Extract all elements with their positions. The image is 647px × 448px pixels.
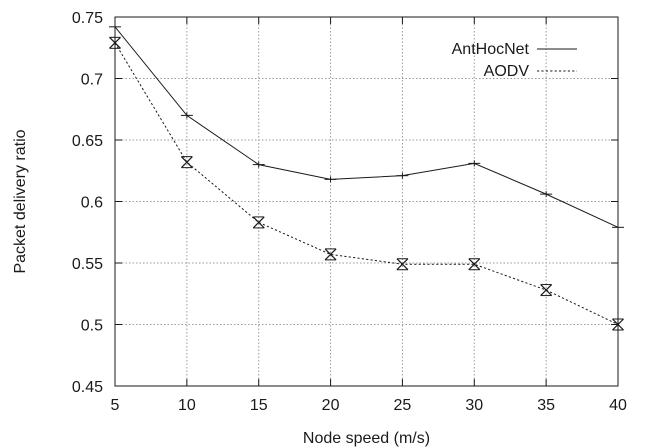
x-tick-label: 35 (537, 397, 555, 414)
x-tick-label: 25 (394, 397, 412, 414)
data-point-aodv (252, 216, 265, 229)
y-tick-label: 0.7 (81, 72, 103, 89)
axis-ticks (114, 16, 619, 387)
data-point-anthocnet (252, 161, 265, 168)
legend-label-aodv: AODV (484, 63, 530, 80)
y-axis-title: Packet delivery ratio (12, 129, 29, 273)
x-tick-label: 5 (111, 397, 120, 414)
data-point-aodv (180, 156, 193, 169)
legend: AntHocNet AODV (452, 41, 577, 80)
x-axis-title: Node speed (m/s) (303, 430, 430, 447)
data-point-anthocnet (468, 160, 481, 167)
data-point-anthocnet (324, 176, 337, 183)
series-line-aodv (114, 42, 619, 325)
series-line-anthocnet (114, 26, 619, 228)
grid-lines (115, 17, 618, 386)
data-point-aodv (324, 248, 337, 261)
x-tick-label: 20 (322, 397, 340, 414)
y-tick-label: 0.65 (72, 133, 103, 150)
y-tick-label: 0.6 (81, 195, 103, 212)
y-tick-label: 0.55 (72, 256, 103, 273)
x-tick-label: 30 (465, 397, 483, 414)
data-point-anthocnet (180, 112, 193, 119)
data-point-aodv (468, 258, 481, 271)
x-tick-label: 10 (178, 397, 196, 414)
data-point-anthocnet (396, 172, 409, 179)
data-point-aodv (396, 258, 409, 271)
data-point-aodv (540, 284, 553, 297)
tick-labels: 5 10 15 20 25 30 35 40 0.45 0.5 0.55 0.6 0.65 0.7 0.75 (72, 10, 627, 414)
x-tick-label: 15 (250, 397, 268, 414)
y-tick-label: 0.75 (72, 10, 103, 27)
data-point-anthocnet (540, 191, 553, 198)
legend-label-anthocnet: AntHocNet (452, 41, 530, 58)
y-tick-label: 0.45 (72, 379, 103, 396)
x-tick-label: 40 (609, 397, 627, 414)
series-lines (109, 23, 624, 331)
y-tick-label: 0.5 (81, 318, 103, 335)
